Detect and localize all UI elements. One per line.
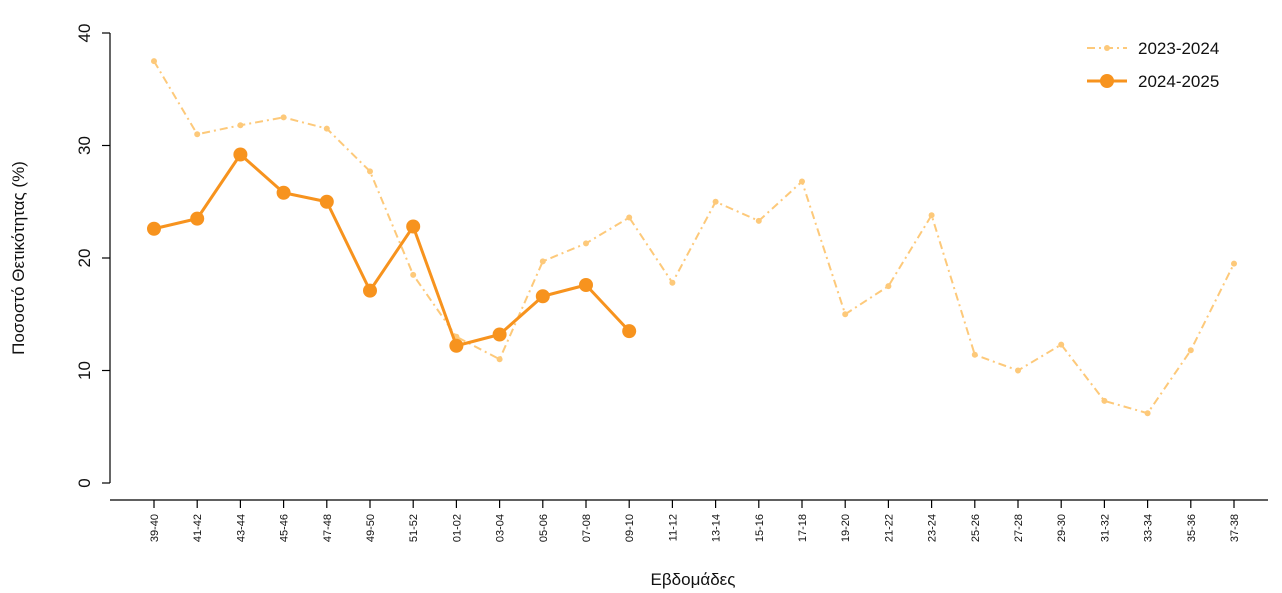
x-tick-label: 15-16 (754, 514, 766, 542)
data-point (1101, 397, 1108, 404)
data-point (449, 338, 464, 353)
series-2023-2024 (151, 58, 1237, 417)
legend-marker (1104, 45, 1110, 51)
data-point (147, 221, 161, 236)
x-tick-label: 05-06 (538, 514, 550, 542)
data-point (151, 58, 157, 65)
data-point (237, 122, 244, 129)
legend-label: 2024-2025 (1138, 72, 1219, 91)
data-point (410, 271, 417, 278)
data-point (579, 278, 593, 292)
x-tick-label: 41-42 (192, 514, 204, 542)
data-point (496, 356, 503, 363)
data-point (799, 178, 805, 185)
x-tick-label: 23-24 (927, 514, 939, 542)
data-point (1231, 260, 1237, 267)
x-tick-label: 49-50 (365, 514, 377, 542)
x-tick-label: 45-46 (279, 514, 291, 542)
data-point (885, 283, 892, 290)
x-tick-label: 21-22 (883, 514, 895, 542)
data-point (712, 198, 719, 205)
data-point (971, 351, 978, 358)
y-tick-label: 20 (75, 249, 94, 268)
data-point (406, 219, 421, 234)
data-point (583, 240, 589, 247)
y-tick-label: 30 (75, 136, 94, 155)
data-point (492, 327, 507, 342)
data-point (233, 147, 248, 162)
data-point (367, 168, 373, 175)
x-tick-label: 37-38 (1229, 514, 1241, 542)
x-tick-label: 31-32 (1099, 514, 1111, 542)
data-point (276, 185, 291, 200)
x-tick-label: 33-34 (1143, 514, 1155, 542)
data-point (535, 289, 550, 304)
x-tick-label: 17-18 (797, 514, 809, 542)
data-point (669, 279, 676, 286)
y-tick-label: 40 (75, 24, 94, 43)
x-tick-label: 47-48 (322, 514, 334, 542)
data-point (280, 114, 287, 121)
x-tick-label: 39-40 (149, 514, 161, 542)
legend-marker (1100, 74, 1114, 88)
data-point (1058, 341, 1065, 348)
x-tick-label: 25-26 (970, 514, 982, 542)
x-axis: 39-40 41-42 43-44 45-46 47-48 49-50 51-52 01-02… (110, 499, 1268, 542)
data-point (319, 194, 334, 209)
series-layer (147, 58, 1237, 417)
x-tick-label: 29-30 (1056, 514, 1068, 542)
data-point (755, 217, 762, 224)
data-point (842, 311, 849, 318)
x-tick-label: 01-02 (451, 514, 463, 542)
x-tick-label: 11-12 (667, 514, 679, 541)
data-point (1144, 410, 1151, 417)
series-line (153, 60, 1235, 415)
series-2024-2025 (147, 147, 637, 353)
x-tick-label: 13-14 (711, 514, 723, 542)
data-point (190, 211, 205, 226)
x-tick-label: 35-36 (1186, 514, 1198, 542)
x-tick-label: 43-44 (235, 514, 247, 542)
y-tick-label: 10 (75, 361, 94, 380)
y-tick-label: 0 (75, 478, 94, 487)
data-point (1015, 367, 1021, 374)
x-axis-title: Εβδομάδες (651, 570, 736, 589)
legend: 2023-2024 2024-2025 (1087, 39, 1219, 91)
data-point (194, 131, 201, 138)
data-point (1187, 347, 1194, 354)
y-axis-title: Ποσοστό Θετικότητας (%) (9, 161, 28, 355)
data-point (323, 125, 330, 132)
series-line (153, 153, 631, 348)
x-tick-label: 09-10 (624, 514, 636, 542)
data-point (363, 283, 377, 298)
x-tick-label: 19-20 (840, 514, 852, 542)
data-point (928, 212, 935, 219)
y-axis: 0 10 20 30 40 (75, 24, 111, 488)
x-tick-label: 07-08 (581, 514, 593, 542)
x-tick-label: 03-04 (495, 514, 507, 542)
data-point (622, 324, 637, 339)
data-point (626, 214, 633, 221)
x-tick-label: 51-52 (408, 514, 420, 542)
data-point (539, 258, 546, 265)
legend-label: 2023-2024 (1138, 39, 1219, 58)
x-tick-label: 27-28 (1013, 514, 1025, 542)
